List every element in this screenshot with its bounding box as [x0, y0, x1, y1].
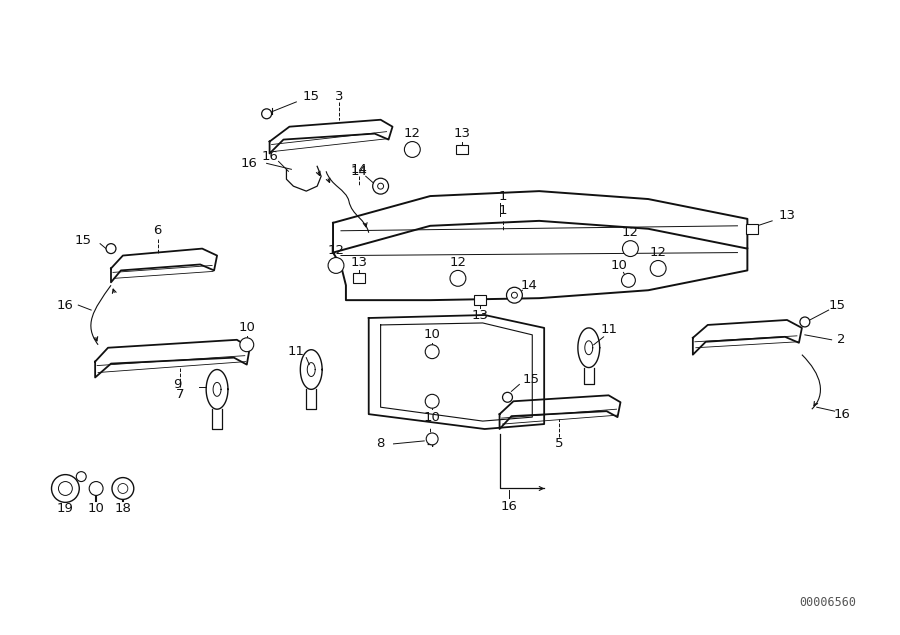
Bar [353, 274, 364, 283]
Text: 19: 19 [57, 502, 74, 515]
Text: 13: 13 [454, 127, 471, 140]
Circle shape [262, 109, 272, 119]
Text: 14: 14 [350, 165, 367, 178]
Circle shape [450, 271, 466, 286]
Text: 12: 12 [622, 226, 639, 239]
Text: 15: 15 [523, 373, 540, 386]
Text: 12: 12 [449, 256, 466, 269]
Circle shape [507, 287, 522, 303]
Text: 12: 12 [328, 244, 345, 257]
Text: 7: 7 [176, 388, 184, 401]
Circle shape [106, 244, 116, 253]
Text: 10: 10 [424, 411, 441, 424]
Circle shape [800, 317, 810, 327]
Circle shape [76, 472, 86, 481]
Circle shape [623, 241, 638, 257]
Text: 3: 3 [335, 90, 343, 104]
Bar [746, 224, 759, 234]
Text: 8: 8 [376, 438, 385, 450]
Circle shape [425, 345, 439, 359]
Bar [473, 295, 486, 305]
Text: 10: 10 [424, 328, 441, 342]
Text: 14: 14 [350, 163, 367, 176]
Circle shape [502, 392, 512, 402]
Text: 11: 11 [600, 323, 617, 337]
Text: 16: 16 [57, 298, 74, 312]
Text: 14: 14 [521, 279, 537, 292]
Circle shape [650, 260, 666, 276]
Text: 12: 12 [650, 246, 667, 259]
Text: 16: 16 [261, 150, 278, 163]
Circle shape [404, 142, 420, 157]
Text: 11: 11 [288, 345, 305, 358]
Text: 15: 15 [828, 298, 845, 312]
Text: 9: 9 [173, 378, 182, 391]
Circle shape [425, 394, 439, 408]
Text: 5: 5 [554, 438, 563, 450]
Circle shape [112, 478, 134, 499]
Circle shape [240, 338, 254, 352]
Text: 18: 18 [114, 502, 131, 515]
Circle shape [89, 481, 104, 495]
Circle shape [58, 481, 72, 495]
Text: 1: 1 [499, 190, 507, 203]
Text: 16: 16 [833, 408, 850, 420]
Circle shape [118, 483, 128, 493]
Bar [456, 145, 468, 154]
Text: 2: 2 [837, 333, 846, 346]
Text: 13: 13 [778, 210, 796, 222]
Text: 16: 16 [240, 157, 257, 170]
Text: 13: 13 [472, 309, 488, 321]
Text: 00006560: 00006560 [799, 596, 857, 609]
Text: 12: 12 [404, 127, 421, 140]
Text: 15: 15 [75, 234, 92, 247]
Text: 10: 10 [87, 502, 104, 515]
Circle shape [622, 274, 635, 287]
Circle shape [511, 292, 517, 298]
Circle shape [378, 183, 383, 189]
Text: 15: 15 [302, 90, 320, 104]
Text: 13: 13 [350, 256, 367, 269]
Text: 6: 6 [153, 224, 162, 237]
Text: 1: 1 [499, 204, 507, 217]
Circle shape [328, 258, 344, 274]
Circle shape [51, 474, 79, 502]
Text: 10: 10 [610, 259, 627, 272]
Text: 4: 4 [426, 438, 435, 450]
Circle shape [427, 433, 438, 445]
Circle shape [373, 178, 389, 194]
Text: 16: 16 [501, 500, 518, 513]
Text: 10: 10 [238, 321, 256, 335]
